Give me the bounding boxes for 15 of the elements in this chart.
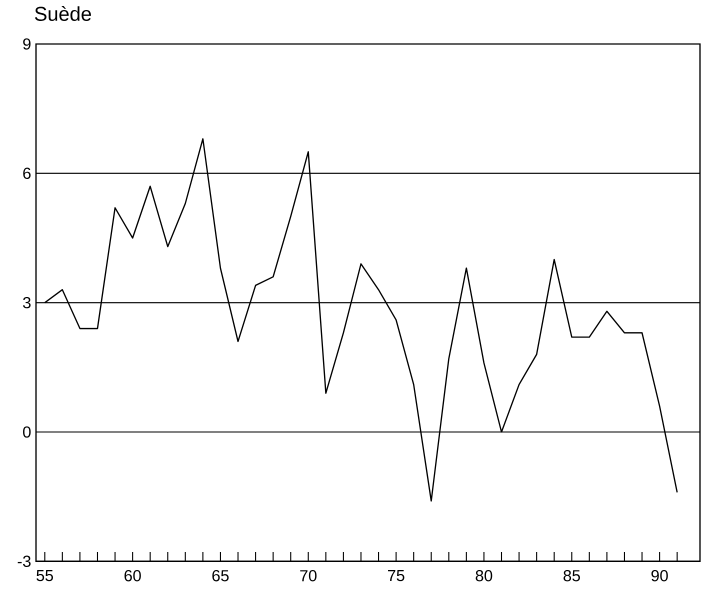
x-tick-label: 90 [651, 570, 668, 582]
y-tick-label: -3 [18, 556, 31, 567]
x-tick-label: 85 [564, 570, 580, 582]
x-tick-label: 65 [212, 570, 229, 582]
y-tick-label: 0 [23, 426, 31, 438]
x-tick-label: 60 [124, 570, 141, 582]
chart-title: Suède [34, 6, 91, 21]
y-tick-label: 9 [23, 38, 31, 50]
x-tick-label: 70 [300, 570, 317, 582]
x-tick-label: 80 [476, 570, 492, 582]
x-tick-label: 75 [388, 570, 404, 582]
y-tick-label: 6 [23, 168, 31, 179]
line-series [44, 138, 678, 502]
x-tick-label: 55 [36, 570, 54, 582]
y-tick-label: 3 [23, 296, 31, 308]
